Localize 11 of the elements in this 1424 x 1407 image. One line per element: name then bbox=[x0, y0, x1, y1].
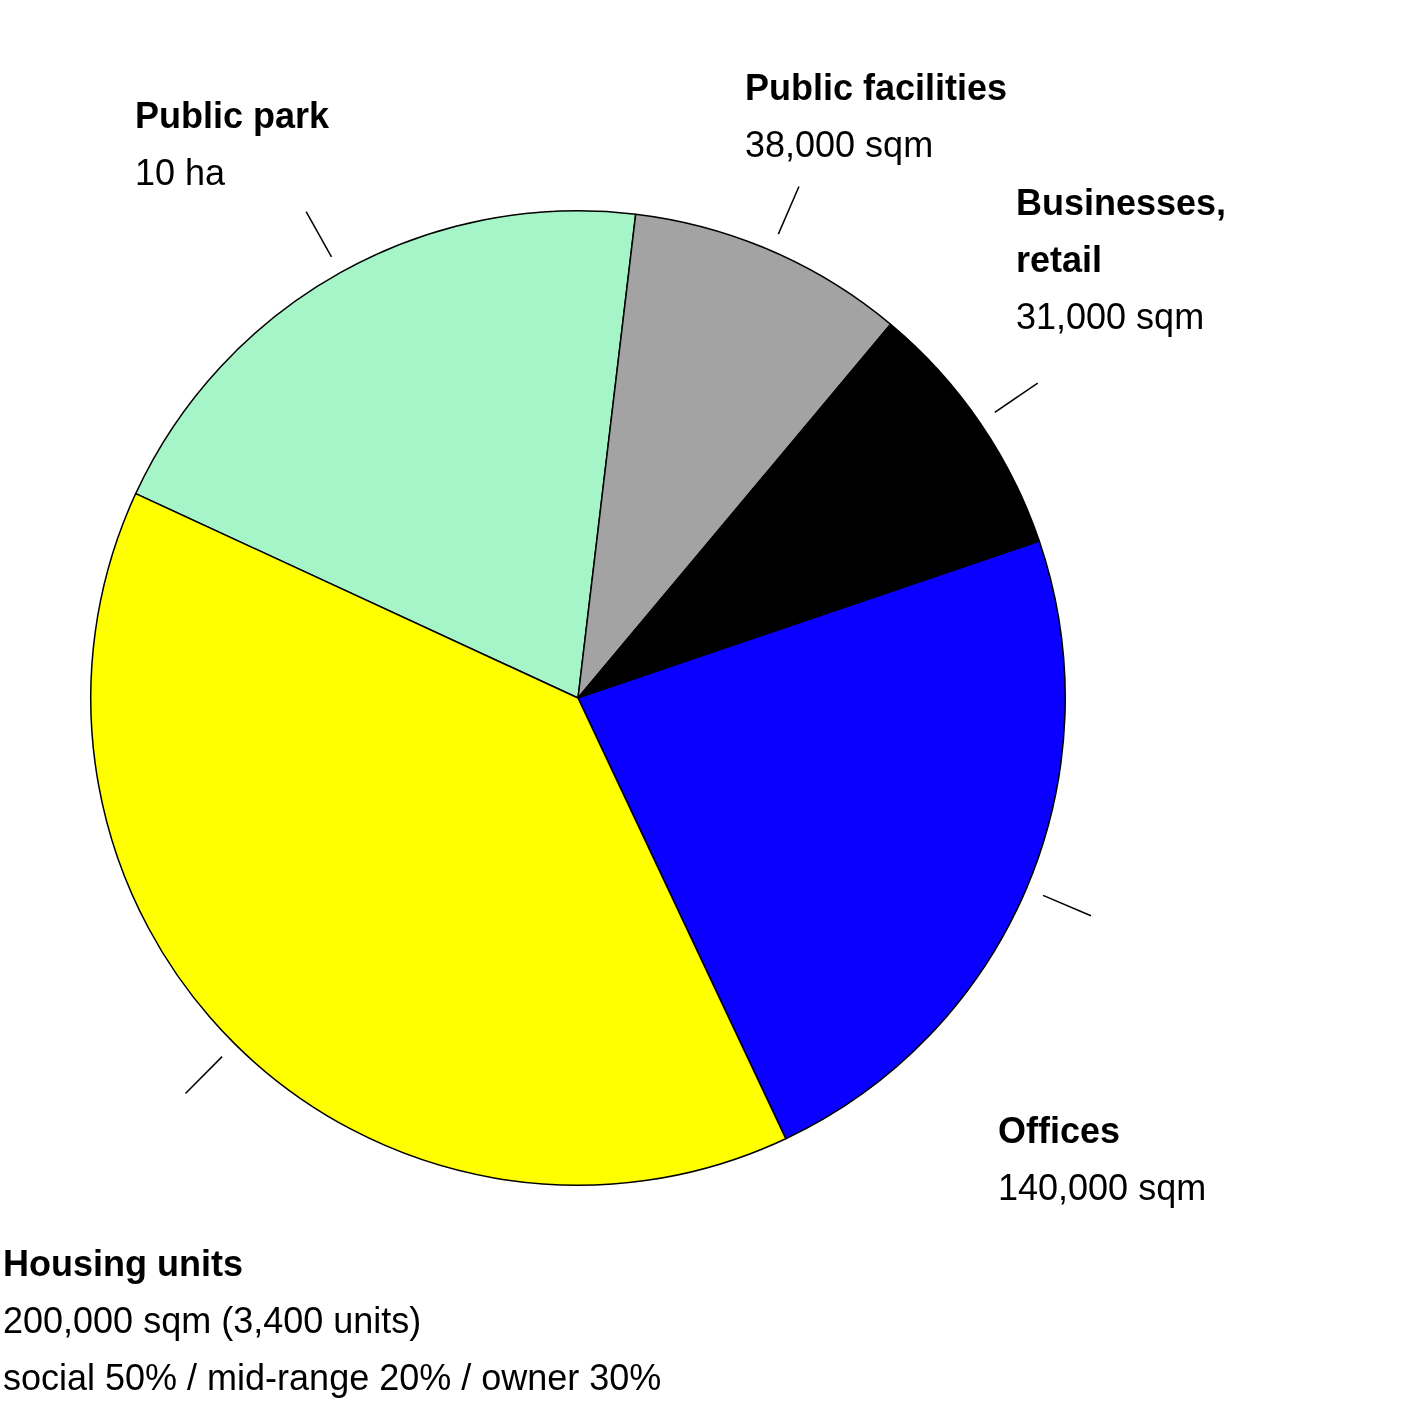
text: 200,000 sqm (3,400 units) bbox=[3, 1300, 422, 1341]
text: social 50% / mid-range 20% / owner 30% bbox=[3, 1357, 662, 1398]
slice-label: Public park bbox=[135, 95, 331, 136]
text: 140,000 sqm bbox=[998, 1167, 1207, 1208]
slice-label: Businesses, retail bbox=[1016, 182, 1227, 280]
slice-label: Public facilities bbox=[745, 67, 1008, 108]
slice-label: Offices bbox=[998, 1110, 1121, 1151]
text: 10 ha bbox=[135, 152, 226, 193]
text: 38,000 sqm bbox=[745, 124, 934, 165]
text: 31,000 sqm bbox=[1016, 296, 1205, 337]
slice-label: Housing units bbox=[3, 1243, 243, 1284]
